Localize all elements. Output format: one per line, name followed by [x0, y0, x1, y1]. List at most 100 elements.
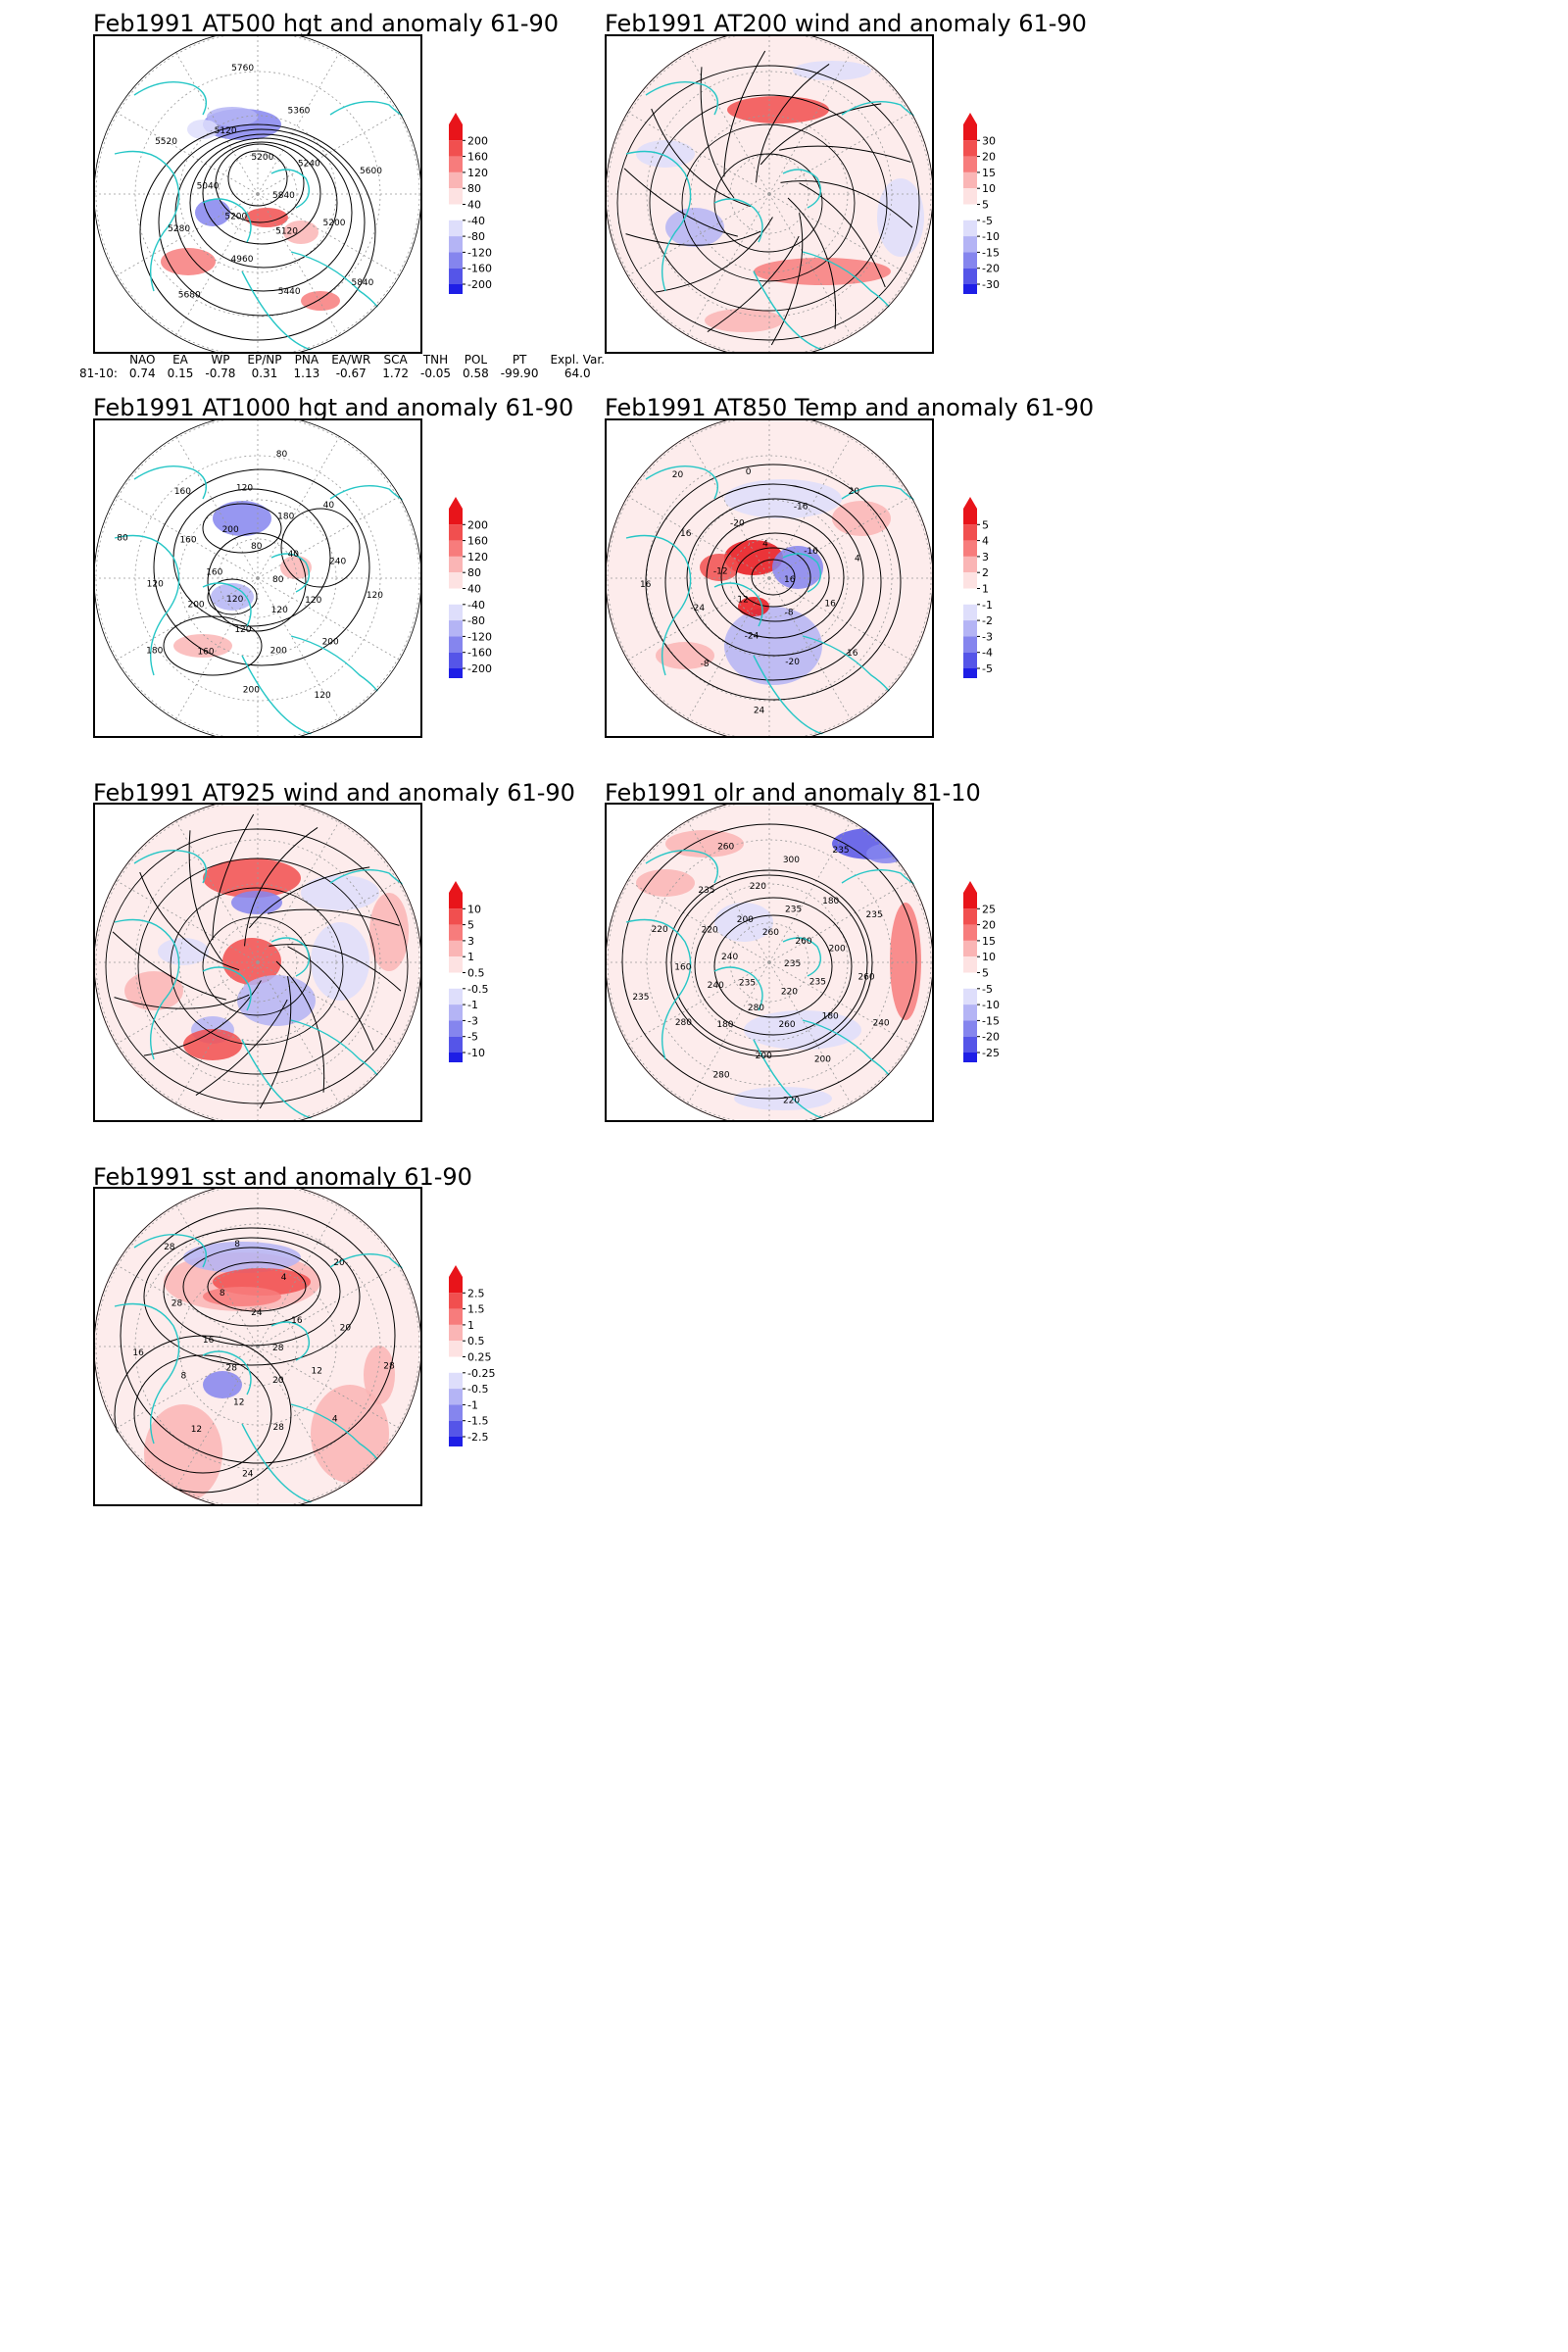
contour-line: [686, 498, 864, 657]
meridian-line: [173, 817, 259, 963]
contour-label: 16: [203, 1336, 215, 1346]
scale-label: -5: [467, 1031, 478, 1044]
index-value: 0.58: [463, 367, 489, 380]
scale-label: 5: [982, 199, 989, 212]
contour-line: [153, 468, 370, 666]
anomaly-shading: [636, 869, 695, 897]
streamline: [114, 994, 250, 1009]
contour-label: 80: [251, 542, 263, 552]
scale-label: -80: [467, 230, 485, 243]
contour-label: 120: [147, 579, 164, 589]
scale-swatch: [449, 988, 463, 1005]
meridian-line: [624, 878, 770, 963]
scale-swatch: [449, 188, 463, 205]
scale-swatch: [449, 1020, 463, 1037]
index-header: WP: [211, 353, 230, 367]
scale-label: -5: [982, 215, 993, 227]
meridian-line: [624, 110, 770, 195]
scale-label: 200: [467, 518, 488, 531]
streamline: [139, 871, 240, 971]
index-header: EA/WR: [331, 353, 371, 367]
meridian-line: [173, 1346, 259, 1492]
polar-map: 16 12 4 -8 -12 -16 -24 -20 16 -24 -16 -20 16 4 -8 0 16 16…: [607, 420, 932, 736]
scale-swatch: [963, 556, 977, 573]
contour-line: [735, 547, 811, 608]
scale-label: 10: [982, 951, 996, 963]
scale-label: -3: [467, 1014, 478, 1027]
contour-line: [189, 137, 338, 269]
map-frame: 5840 5200 5200 5120 5040 5240 4960 5120 5200 5280…: [93, 34, 422, 354]
scale-swatch: [963, 1053, 977, 1062]
coastline: [202, 582, 252, 627]
coastline: [753, 1039, 833, 1120]
anomaly-shading: [283, 220, 318, 244]
meridian-line: [173, 577, 259, 723]
streamline: [143, 980, 262, 1056]
coastline: [202, 198, 252, 243]
scale-label: -0.5: [467, 1383, 488, 1396]
scale-swatch: [963, 972, 977, 989]
contour-label: 240: [708, 981, 724, 991]
contour-line: [182, 1247, 321, 1327]
polar-map: 235 235 260 220 240 260 280 200 235 240 235 260 220 2…: [607, 805, 932, 1120]
contour-line: [215, 143, 305, 223]
contour-label: 16: [132, 1348, 144, 1358]
scale-label: 0.5: [467, 967, 485, 980]
scale-swatch: [449, 252, 463, 269]
scale-label: 10: [467, 903, 481, 915]
contour-label: 80: [272, 575, 284, 585]
scale-swatch: [449, 1420, 463, 1437]
index-header: SCA: [383, 353, 408, 367]
contour-label: 220: [702, 926, 718, 936]
coastline: [625, 918, 692, 1060]
anomaly-shading: [866, 844, 906, 863]
contour-label: 8: [234, 1240, 240, 1250]
anomaly-shading: [183, 1029, 242, 1060]
scale-label: -200: [467, 662, 492, 675]
scale-swatch: [449, 652, 463, 668]
meridian-line: [768, 494, 914, 579]
panel-title: Feb1991 AT850 Temp and anomaly 61-90: [605, 394, 1095, 421]
coastline: [202, 966, 252, 1011]
meridian-line: [768, 193, 854, 339]
color-scale: 10 5 3 1 0.5 -0.5 -1 -3 -5 -10: [449, 881, 488, 1062]
scale-label: 3: [467, 935, 474, 948]
scale-swatch: [449, 668, 463, 678]
coastline: [713, 966, 763, 1011]
coastline: [625, 150, 692, 292]
contour-label: 28: [226, 1364, 238, 1374]
scale-swatch: [963, 204, 977, 220]
index-value: 1.72: [382, 367, 409, 380]
meridian-line: [685, 433, 770, 579]
contour-label: 180: [146, 646, 163, 656]
contour-label: 20: [849, 487, 860, 497]
contour-label: 200: [187, 600, 204, 610]
color-scale: 200 160 120 80 40 -40 -80 -120 -160 -200: [449, 113, 492, 294]
scale-swatch: [963, 652, 977, 668]
index-header: TNH: [422, 353, 449, 367]
contour-label: 200: [222, 525, 239, 535]
contour-label: 260: [717, 843, 734, 853]
meridian-line: [685, 49, 770, 195]
scale-swatch: [449, 220, 463, 237]
contour-label: -12: [713, 567, 728, 577]
scale-swatch: [963, 188, 977, 205]
scale-label: -10: [467, 1047, 485, 1059]
contour-label: -16: [794, 503, 808, 513]
scale-label: -5: [982, 983, 993, 996]
scale-swatch: [963, 988, 977, 1005]
coastline: [782, 937, 821, 977]
anomaly-shading: [231, 891, 282, 914]
meridian-line: [173, 193, 259, 339]
meridian-line: [257, 577, 342, 723]
scale-swatch: [449, 509, 463, 525]
coastline: [625, 534, 692, 676]
coastline: [329, 100, 420, 119]
coastline: [782, 169, 821, 209]
index-header: EA: [172, 353, 188, 367]
contour-label: 28: [172, 1299, 183, 1309]
scale-arrow-top: [449, 881, 463, 893]
scale-swatch: [963, 509, 977, 525]
meridian-line: [173, 49, 259, 195]
coastline: [270, 169, 310, 209]
